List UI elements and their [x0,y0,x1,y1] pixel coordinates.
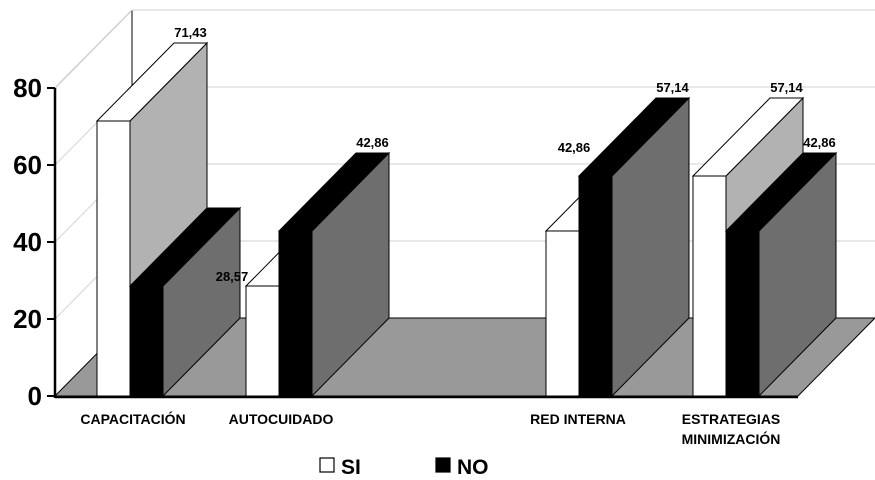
bar-no-2 [577,96,691,398]
bar-front [692,175,727,397]
bar-front [725,230,760,397]
category-label: CAPACITACIÓN [80,410,185,427]
category-label: ESTRATEGIAS MINIMIZACIÓN [682,411,781,447]
bar-front [278,230,313,397]
bar-front [129,285,164,397]
y-tick-label: 0 [28,381,42,411]
data-label: 42,86 [356,135,389,150]
category-labels: CAPACITACIÓN AUTOCUIDADO RED INTERNA ESTRAT… [80,410,780,447]
y-tick-label: 80 [13,73,42,103]
bar-no-0 [128,206,242,398]
data-label: 42,86 [803,135,836,150]
legend: SI NO [319,456,489,479]
category-label: RED INTERNA [530,411,626,427]
bars [95,41,838,398]
data-label: 42,86 [558,140,591,155]
y-tick-label: 40 [13,227,42,257]
bar-front [578,175,613,397]
data-label: 57,14 [656,80,689,95]
legend-label: SI [341,456,361,479]
y-axis-ticks: 0 20 40 60 80 [13,73,55,411]
y-tick-label: 60 [13,150,42,180]
legend-swatch [435,457,451,473]
bar-no-3 [724,151,838,398]
data-label: 28,57 [216,269,249,284]
category-label: AUTOCUIDADO [229,411,334,427]
legend-label: NO [457,456,489,479]
legend-item-si: SI [319,456,361,479]
bar-no-1 [277,151,391,398]
data-label: 57,14 [770,80,803,95]
gridline [54,9,875,89]
bar-front [545,230,580,397]
bar-front [96,120,131,397]
legend-item-no: NO [435,456,489,479]
legend-swatch [319,457,335,473]
bar-front [245,285,280,397]
data-labels: 71,43 28,57 42,86 42,86 57,14 57,14 42,86 [174,25,836,284]
data-label: 71,43 [174,25,207,40]
y-tick-label: 20 [13,304,42,334]
